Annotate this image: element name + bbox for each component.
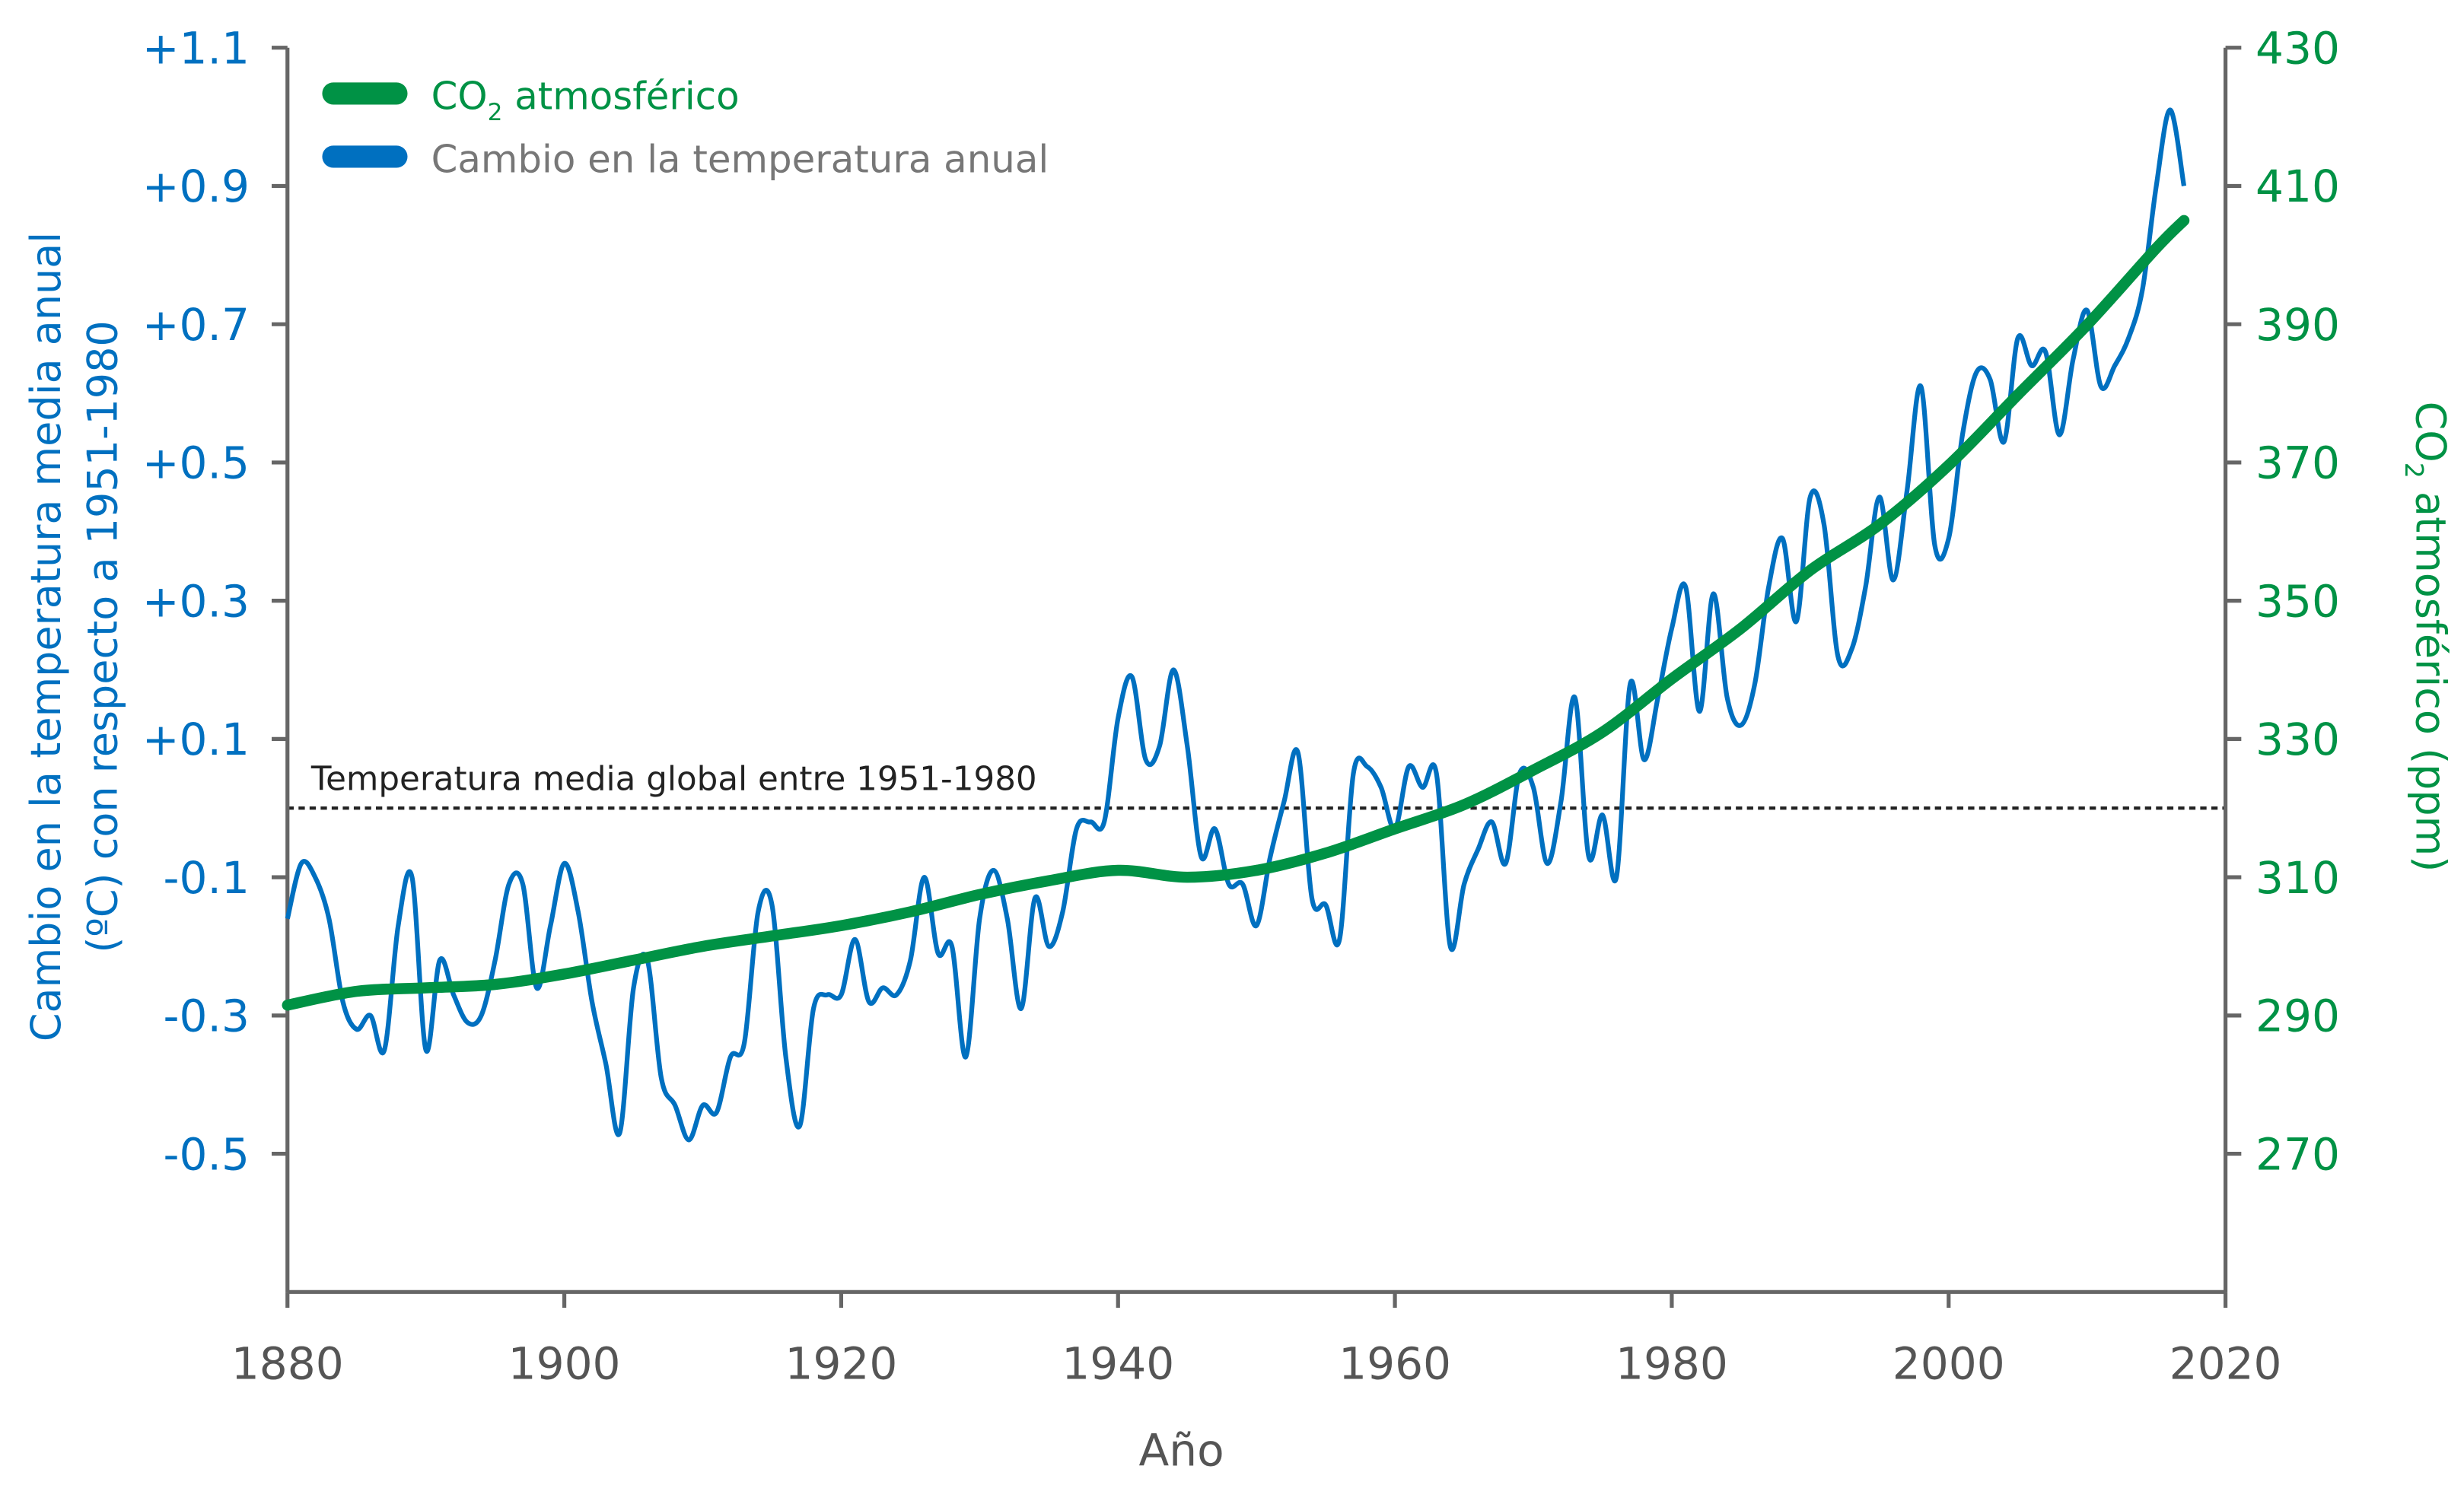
y-left-tick-label: -0.1 bbox=[164, 852, 250, 904]
legend-swatch-temperature bbox=[322, 145, 408, 168]
left-axis-label: Cambio en la temperatura media anual (ºC… bbox=[22, 232, 127, 1041]
legend-swatch-co2 bbox=[322, 82, 408, 105]
y-left-tick-label: +0.5 bbox=[142, 437, 250, 489]
y-left-tick-label: -0.3 bbox=[164, 991, 250, 1042]
x-tick-label: 1980 bbox=[1616, 1337, 1728, 1389]
x-tick-label: 1880 bbox=[231, 1337, 344, 1389]
temperature-series-line bbox=[285, 107, 2187, 1143]
y-right-tick-label: 350 bbox=[2255, 575, 2340, 627]
legend: CO2 atmosférico Cambio en la temperatura… bbox=[322, 75, 1049, 182]
right-axis-label: CO2 atmosférico (ppm) bbox=[2399, 402, 2455, 873]
y-right-tick-label: 330 bbox=[2255, 714, 2340, 765]
co2-series-line bbox=[282, 215, 2190, 1011]
axes bbox=[285, 47, 2228, 1294]
y-left-tick-label: +0.7 bbox=[142, 299, 250, 351]
series-layer bbox=[282, 107, 2190, 1143]
y-right-tick-label: 270 bbox=[2255, 1128, 2340, 1180]
y-right-tick-label: 390 bbox=[2255, 299, 2340, 351]
legend-label-co2: CO2 atmosférico bbox=[431, 75, 740, 127]
x-axis-label: Año bbox=[1139, 1425, 1224, 1477]
x-tick-label: 2020 bbox=[2170, 1337, 2282, 1389]
x-tick-label: 1960 bbox=[1339, 1337, 1451, 1389]
ticks: 1880 1900 1920 1940 1960 1980 2000 2020 +1.1 +0.9… bbox=[142, 22, 2340, 1389]
y-right-tick-label: 430 bbox=[2255, 22, 2340, 74]
legend-label-temperature: Cambio en la temperatura anual bbox=[431, 138, 1049, 182]
left-axis-label-line2: (ºC) con respecto a 1951-1980 bbox=[79, 320, 127, 952]
y-left-tick-label: -0.5 bbox=[164, 1128, 250, 1180]
y-left-tick-label: +1.1 bbox=[142, 22, 250, 74]
x-tick-label: 1940 bbox=[1062, 1337, 1174, 1389]
reference-line-label: Temperatura media global entre 1951-1980 bbox=[310, 760, 1037, 798]
y-right-tick-label: 290 bbox=[2255, 991, 2340, 1042]
y-left-tick-label: +0.9 bbox=[142, 161, 250, 212]
y-right-tick-label: 310 bbox=[2255, 852, 2340, 904]
x-tick-label: 1900 bbox=[508, 1337, 621, 1389]
y-left-tick-label: +0.1 bbox=[142, 714, 250, 765]
y-left-tick-label: +0.3 bbox=[142, 575, 250, 627]
y-right-tick-label: 370 bbox=[2255, 437, 2340, 489]
y-right-tick-label: 410 bbox=[2255, 161, 2340, 212]
x-tick-label: 1920 bbox=[785, 1337, 897, 1389]
x-tick-label: 2000 bbox=[1893, 1337, 2005, 1389]
left-axis-label-line1: Cambio en la temperatura media anual bbox=[22, 232, 70, 1041]
